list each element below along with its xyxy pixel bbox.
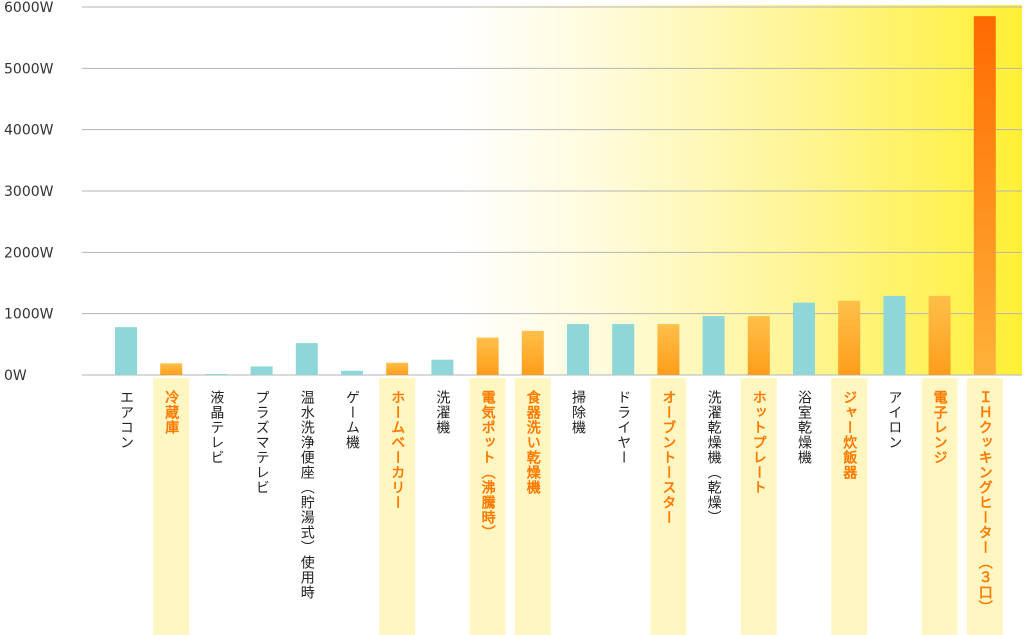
gridlines	[82, 6, 1022, 376]
y-tick-label: 5000W	[4, 61, 54, 77]
bar	[160, 363, 183, 375]
bar	[702, 316, 725, 375]
bar	[205, 374, 228, 375]
category-label: ホットプレート	[751, 390, 767, 495]
bar	[928, 295, 951, 375]
plot-background	[82, 5, 1022, 375]
category-label: エアコン	[118, 390, 134, 450]
bar	[567, 324, 589, 375]
y-tick-label: 6000W	[4, 0, 54, 16]
category-label: 洗濯機	[434, 390, 450, 435]
category-label: 冷蔵庫	[163, 389, 179, 435]
bar	[747, 316, 770, 375]
label-highlight-band	[966, 378, 1003, 635]
category-label: 浴室乾燥機	[796, 390, 812, 465]
bar	[657, 324, 680, 375]
label-highlight-band	[469, 378, 506, 635]
label-highlight-band	[831, 378, 868, 635]
bar	[295, 343, 318, 375]
label-highlight-band	[650, 378, 687, 635]
category-label: 電気ポット（沸騰時）	[480, 389, 497, 540]
bar	[612, 324, 635, 375]
bar	[341, 370, 363, 375]
bar	[115, 327, 137, 375]
label-highlight-band	[740, 378, 777, 635]
label-highlight-band	[153, 378, 190, 635]
bar	[793, 302, 815, 375]
y-tick-label: 1000W	[4, 307, 54, 323]
y-tick-label: 2000W	[4, 245, 54, 261]
y-tick-labels: 0W 1000W 2000W 3000W 4000W 5000W 6000W	[4, 0, 54, 384]
y-tick-label: 3000W	[4, 184, 54, 200]
category-labels: エアコン 冷蔵庫 液晶テレビ プラズマテレビ 温水洗浄便座（貯湯式）使用時 ゲーム機 ホーム…	[118, 389, 994, 615]
y-tick-label: 4000W	[4, 123, 54, 139]
category-label: ドライヤー	[615, 390, 631, 465]
category-label: ホームベーカリー	[389, 390, 405, 510]
category-label: 液晶テレビ	[208, 390, 224, 465]
category-label: プラズマテレビ	[254, 390, 270, 495]
bars	[115, 16, 996, 375]
bar	[521, 330, 544, 375]
category-label: ゲーム機	[344, 390, 360, 450]
bar	[386, 362, 409, 375]
bar	[838, 300, 861, 375]
bar	[973, 16, 996, 375]
category-label: ジャー炊飯器	[841, 390, 858, 480]
bar	[476, 337, 499, 375]
label-highlight-band	[921, 378, 958, 635]
category-label: 食器洗い乾燥機	[525, 389, 542, 495]
category-label: ＩＨクッキングヒーター（３口）	[977, 390, 994, 615]
bar	[883, 295, 906, 375]
label-bands	[153, 378, 1003, 635]
category-label: 電子レンジ	[932, 389, 948, 465]
category-label: 洗濯乾燥機（乾燥）	[706, 390, 722, 525]
category-label: 温水洗浄便座（貯湯式）使用時	[299, 390, 315, 600]
category-label: 掃除機	[570, 389, 586, 435]
bar	[250, 366, 273, 375]
category-label: アイロン	[886, 390, 902, 450]
label-highlight-band	[514, 378, 551, 635]
y-tick-label: 0W	[4, 368, 27, 384]
bar	[431, 359, 454, 375]
label-highlight-band	[379, 378, 416, 635]
category-label: オーブントースター	[660, 390, 676, 525]
